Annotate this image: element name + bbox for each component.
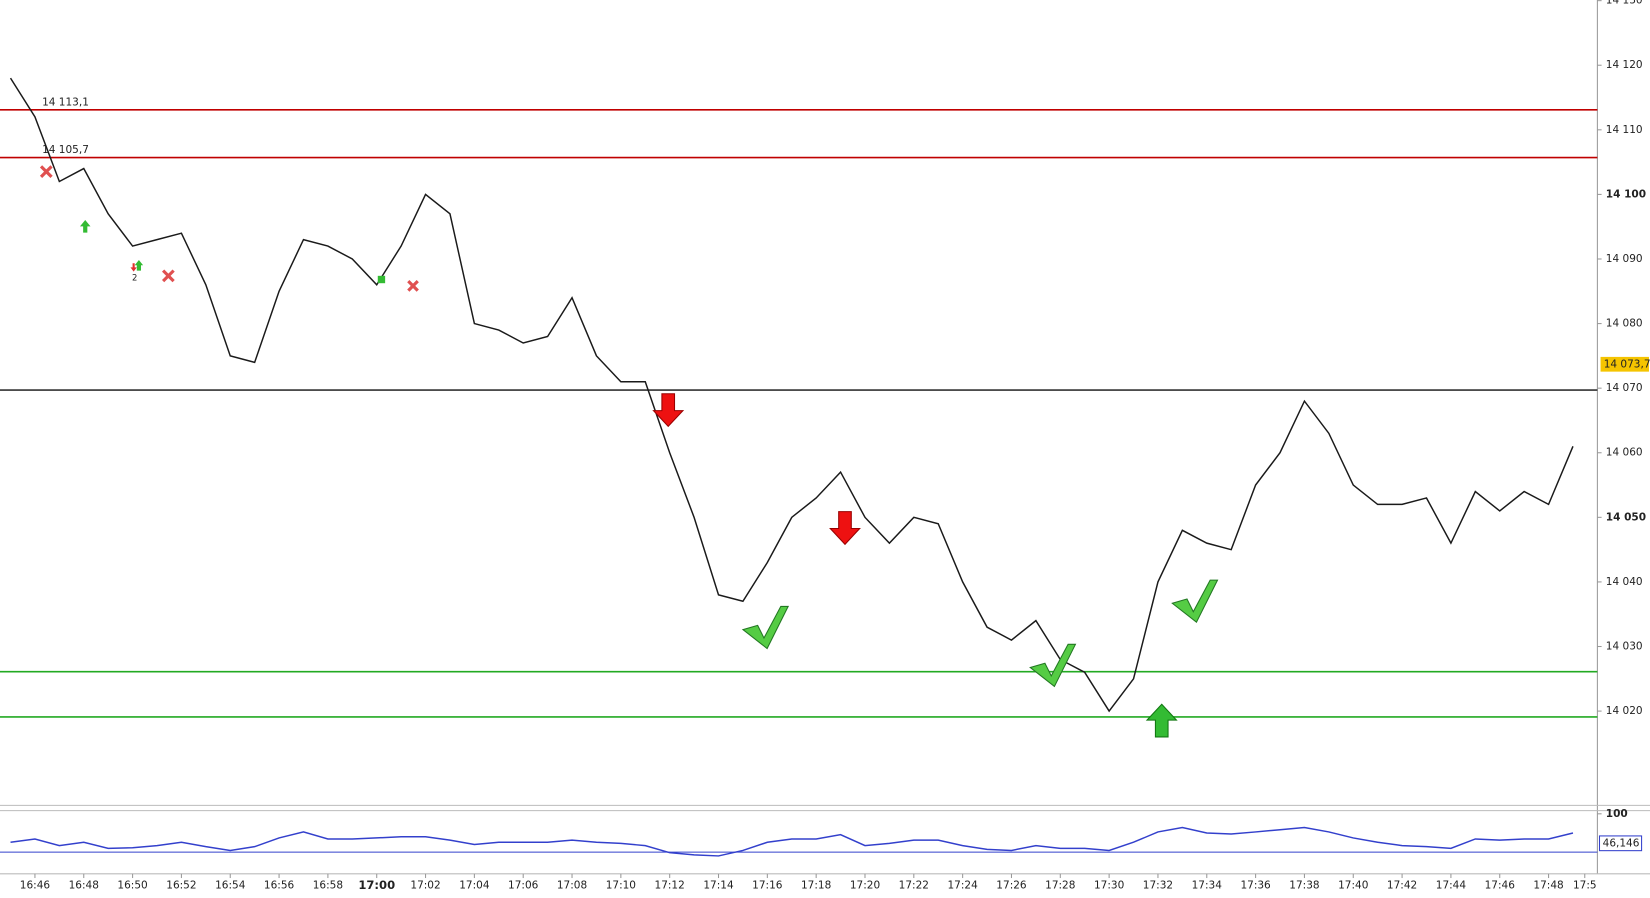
x-tick-label: 17:5 (1573, 879, 1597, 891)
x-tick-label: 16:58 (313, 879, 343, 891)
sell-arrow (652, 393, 685, 428)
y-tick-label: 14 030 (1606, 641, 1643, 653)
y-tick-label: 14 070 (1606, 382, 1643, 394)
data-line (10, 826, 1574, 857)
level-label: 14 113,1 (42, 96, 89, 108)
x-tick-label: 16:46 (20, 879, 51, 891)
x-tick-label: 17:10 (606, 879, 636, 891)
y-tick-label: 14 040 (1606, 576, 1643, 588)
y-tick-label: 14 110 (1606, 124, 1643, 136)
x-tick-label: 17:22 (899, 879, 929, 891)
exit-mark (407, 279, 419, 292)
x-tick-label: 17:04 (459, 879, 490, 891)
x-tick-label: 17:30 (1094, 879, 1124, 891)
entry-mark (377, 275, 386, 284)
x-tick-label: 17:26 (996, 879, 1027, 891)
y-tick-label: 100 (1606, 808, 1628, 820)
check-mark (1029, 643, 1077, 688)
level-label: 14 105,7 (42, 144, 89, 156)
y-tick-label: 14 060 (1606, 447, 1643, 459)
x-tick-label: 16:54 (215, 879, 246, 891)
buy-arrow (134, 260, 144, 271)
x-tick-label: 17:06 (508, 879, 539, 891)
exit-mark (161, 269, 175, 283)
x-tick-label: 17:12 (655, 879, 685, 891)
x-tick-label: 17:44 (1436, 879, 1467, 891)
check-mark (741, 605, 790, 650)
sell-arrow (130, 263, 137, 272)
y-tick-label: 14 050 (1606, 511, 1646, 523)
signal-markers: 2 (39, 165, 1219, 738)
y-tick-label: 14 090 (1606, 253, 1643, 265)
data-line (9, 77, 1574, 713)
y-tick-label: 14 120 (1606, 59, 1643, 71)
sell-arrow (829, 511, 861, 546)
x-tick-label: 17:28 (1045, 879, 1075, 891)
y-tick-label: 14 080 (1606, 318, 1643, 330)
trade-note: 2 (132, 272, 137, 282)
x-tick-label: 17:42 (1387, 879, 1417, 891)
buy-arrow (79, 220, 91, 233)
exit-mark (39, 165, 53, 178)
x-tick-label: 17:46 (1485, 879, 1516, 891)
x-tick-label: 17:14 (703, 879, 734, 891)
check-mark (1171, 579, 1219, 624)
x-tick-label: 17:02 (410, 879, 440, 891)
x-tick-label: 16:52 (166, 879, 196, 891)
x-tick-label: 17:40 (1338, 879, 1368, 891)
last-price-tag (1600, 356, 1649, 372)
x-tick-label: 17:34 (1192, 879, 1223, 891)
x-tick-label: 17:20 (850, 879, 880, 891)
x-tick-label: 17:16 (752, 879, 783, 891)
x-tick-label: 16:50 (117, 879, 147, 891)
last-price-label: 14 073,7 (1604, 358, 1650, 370)
x-tick-label: 16:56 (264, 879, 295, 891)
x-tick-label: 17:18 (801, 879, 831, 891)
x-tick-label: 17:38 (1289, 879, 1319, 891)
x-tick-label: 17:32 (1143, 879, 1173, 891)
x-tick-label: 17:24 (947, 879, 978, 891)
y-tick-label: 14 020 (1606, 705, 1643, 717)
buy-arrow (1145, 703, 1178, 738)
last-value-label: 46,146 (1603, 837, 1640, 849)
x-tick-label: 16:48 (69, 879, 99, 891)
x-tick-label: 17:00 (358, 878, 395, 892)
y-tick-label: 14 100 (1606, 188, 1646, 200)
x-tick-label: 17:48 (1533, 879, 1563, 891)
last-value-tag (1598, 835, 1643, 852)
x-tick-label: 17:36 (1240, 879, 1271, 891)
y-tick-label: 14 130 (1606, 0, 1643, 7)
x-tick-label: 17:08 (557, 879, 587, 891)
